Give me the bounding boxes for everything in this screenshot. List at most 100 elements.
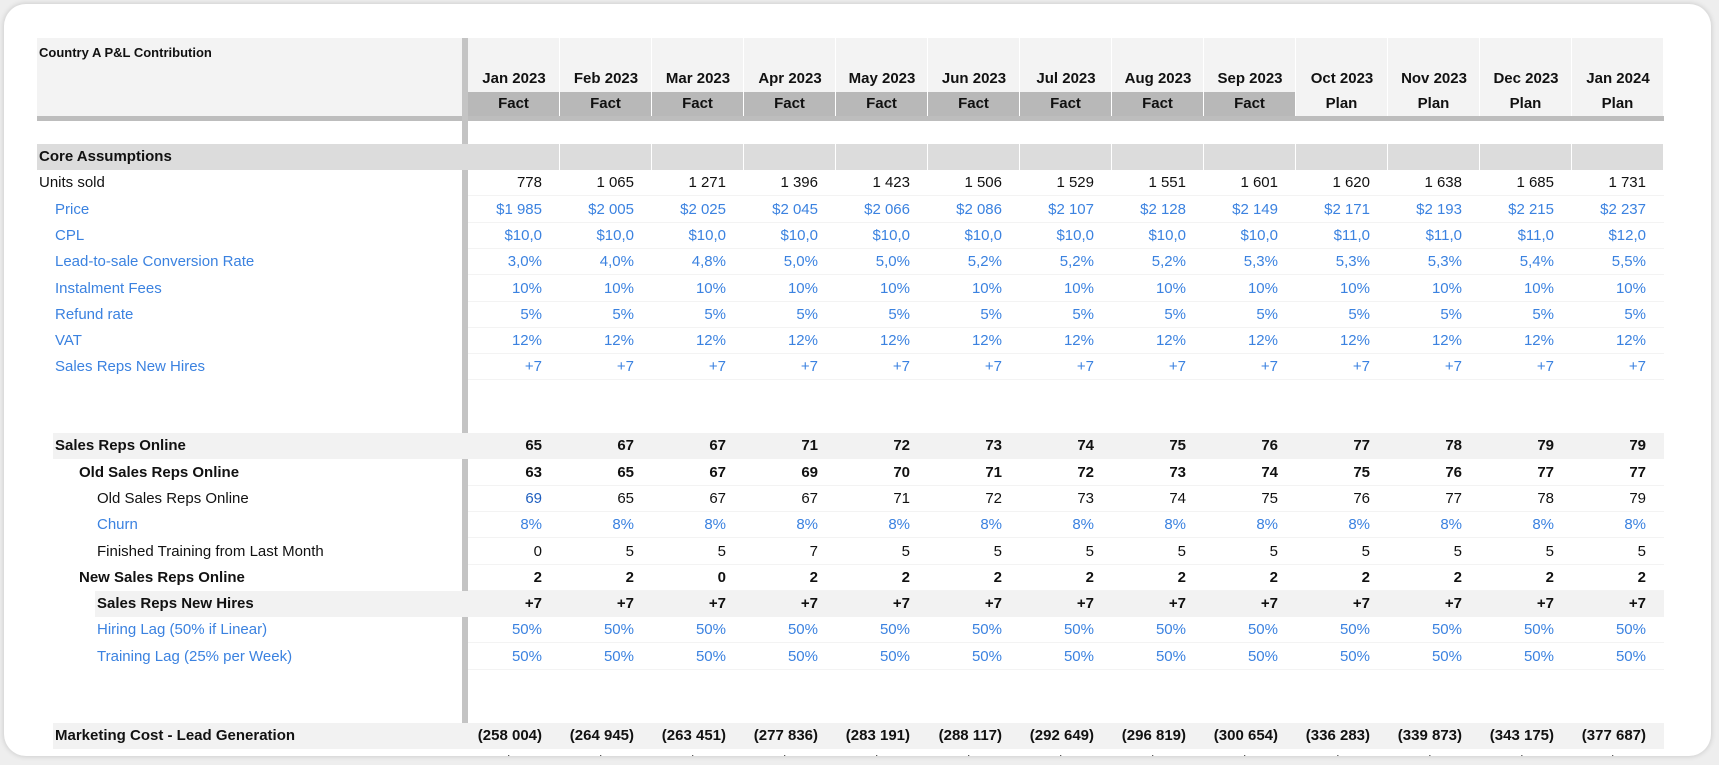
row-line [468,353,1664,355]
column-divider [1203,38,1204,116]
cell: 5,2% [967,253,1002,271]
column-divider [651,144,652,170]
row-line [468,537,1664,539]
row-label: Lead-to-sale Conversion Rate [55,253,255,271]
cell: 5,2% [1151,253,1186,271]
column-divider [835,144,836,170]
cell: $11,0 [1480,749,1572,756]
cell: 72 [1077,463,1094,481]
cell: $10,0 [744,749,836,756]
column-divider [743,144,744,170]
cell: 70 [893,463,910,481]
cell: 50% [695,621,726,639]
row-band [37,144,1664,170]
cell: 50% [971,621,1002,639]
cell: $10,0 [1020,749,1112,756]
cell: $10,0 [596,226,634,244]
cell: 1 731 [1608,174,1646,192]
cell: 75 [1353,463,1370,481]
cell: 5% [888,305,910,323]
month-header: May 2023 [848,70,916,87]
cell: 1 620 [1332,174,1370,192]
column-divider [1111,38,1112,116]
cell: 50% [695,647,726,665]
cell: 1 396 [780,174,818,192]
row-line [468,484,1664,486]
cell: 50% [1063,621,1094,639]
cell: +7 [1260,358,1278,376]
cell: 50% [1339,621,1370,639]
cell: 79 [1537,437,1554,455]
row-label: CPL [79,749,108,756]
cell: $2 107 [1048,200,1094,218]
cell: 12% [971,332,1002,350]
month-header: Nov 2023 [1401,70,1467,87]
cell: 5 [1637,542,1646,560]
cell: 12% [1247,332,1278,350]
cell: $2 171 [1324,200,1370,218]
cell: 2 [533,568,542,586]
row-band [53,433,1664,460]
cell: 50% [603,621,634,639]
cell: 5,5% [1611,253,1646,271]
cell: 12% [1431,332,1462,350]
cell: $10,0 [964,226,1002,244]
cell: 8% [1164,516,1186,534]
cell: 71 [985,463,1002,481]
cell: (258 004) [477,726,542,744]
cell: 10% [1431,279,1462,297]
cell: $10,0 [872,226,910,244]
status-header: Plan [1601,95,1634,112]
cell: 1 551 [1148,174,1186,192]
cell: 65 [617,489,634,507]
cell: 69 [801,463,818,481]
cell: 12% [1155,332,1186,350]
cell: $10,0 [688,226,726,244]
month-header: Apr 2023 [758,70,822,87]
cell: +7 [1628,358,1646,376]
cell: 5% [1072,305,1094,323]
cell: +7 [524,358,542,376]
cell: 1 423 [872,174,910,192]
column-divider [1663,38,1664,116]
status-header: Fact [652,92,743,116]
cell: 69 [525,489,542,507]
cell: 76 [1353,489,1370,507]
cell: +7 [892,595,910,613]
cell: $11,0 [1517,226,1554,244]
cell: 5,3% [1427,253,1462,271]
cell: 3,0% [507,253,542,271]
cell: $10,0 [1240,226,1278,244]
row-line [468,563,1664,565]
cell: 8% [612,516,634,534]
column-divider [1019,144,1020,170]
cell: 79 [1629,437,1646,455]
cell: $11,0 [1333,226,1370,244]
cell: $10,0 [560,749,652,756]
cell: 5% [1532,305,1554,323]
cell: $10,0 [836,749,928,756]
row-label: Refund rate [55,305,134,323]
cell: 10% [879,279,910,297]
row-label: Sales Reps New Hires [55,358,206,376]
cell: 12% [1339,332,1370,350]
cell: 8% [1532,516,1554,534]
cell: 65 [617,463,634,481]
cell: 8% [1072,516,1094,534]
row-label: Core Assumptions [39,148,172,165]
cell: 10% [1615,279,1646,297]
column-divider [1387,38,1388,116]
row-line [468,326,1664,328]
cell: 50% [1523,621,1554,639]
cell: 10% [695,279,726,297]
column-divider [1571,144,1572,170]
row-line [468,589,1664,591]
cell: 10% [1063,279,1094,297]
cell: 63 [525,463,542,481]
cell: 73 [1077,489,1094,507]
row-label: Sales Reps New Hires [97,595,254,613]
status-header: Fact [560,92,651,116]
cell: 10% [511,279,542,297]
column-divider [1203,144,1204,170]
cell: $12,0 [1608,226,1646,244]
